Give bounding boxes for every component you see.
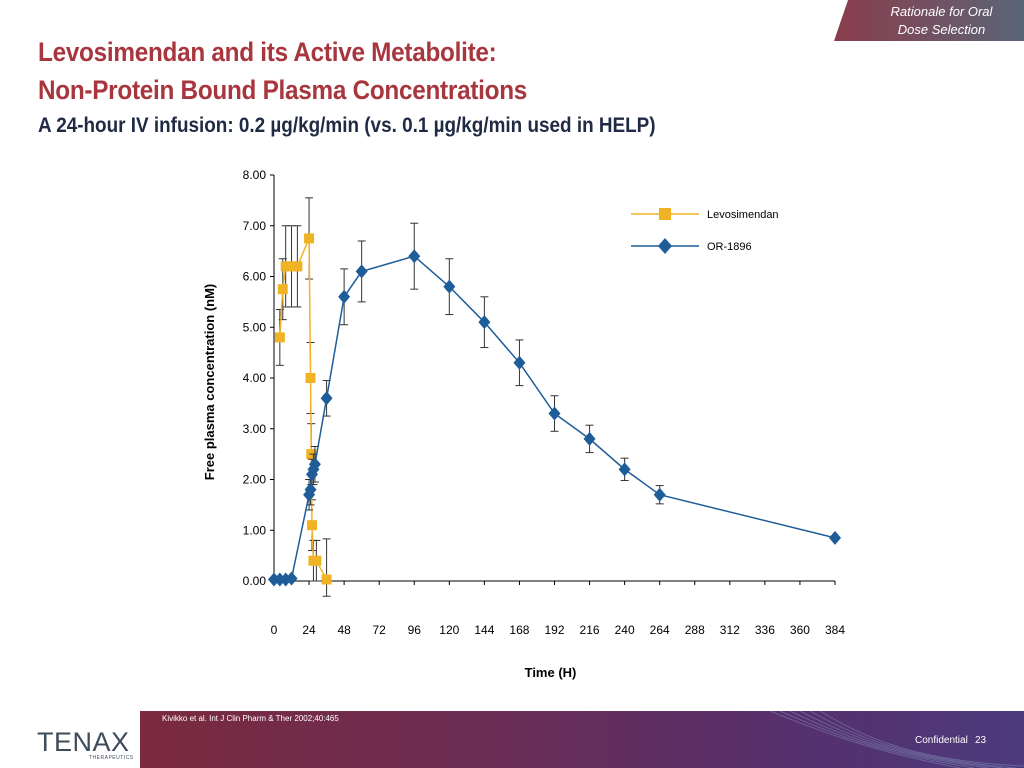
or-1896-point: [408, 249, 421, 264]
x-tick-label: 192: [544, 623, 564, 637]
or-1896-point: [285, 571, 298, 586]
y-tick-label: 1.00: [243, 523, 267, 537]
y-axis-title: Free plasma concentration (nM): [202, 284, 217, 480]
x-tick-label: 96: [408, 623, 422, 637]
citation: Kivikko et al. Int J Clin Pharm & Ther 2…: [162, 714, 339, 723]
logo-subtitle: THERAPEUTICS: [89, 755, 134, 761]
x-tick-label: 216: [580, 623, 600, 637]
or-1896-point: [338, 289, 351, 304]
or-1896-point: [583, 431, 596, 446]
or-1896-point: [513, 355, 526, 370]
footer: Kivikko et al. Int J Clin Pharm & Ther 2…: [0, 711, 1024, 768]
levosimendan-point: [286, 261, 297, 272]
levosimendan-point: [274, 332, 285, 343]
or-1896-point: [618, 462, 631, 477]
levosimendan-point: [305, 373, 316, 383]
or-1896-point: [829, 530, 841, 545]
levosimendan-point: [321, 574, 332, 585]
or-1896-point: [443, 279, 456, 294]
section-tag: Rationale for Oral Dose Selection: [834, 0, 1024, 41]
x-tick-label: 120: [439, 623, 459, 637]
y-tick-label: 7.00: [243, 219, 267, 233]
levosimendan-point: [311, 555, 322, 566]
x-tick-label: 312: [720, 623, 740, 637]
x-tick-label: 24: [302, 623, 316, 637]
y-tick-label: 2.00: [243, 473, 267, 487]
logo-wordmark: TENAX: [37, 727, 130, 757]
or-1896-point: [320, 391, 333, 406]
section-tag-shape: [834, 0, 1024, 41]
section-tag-line1: Rationale for Oral: [890, 4, 993, 19]
x-axis-title: Time (H): [525, 665, 577, 680]
x-tick-label: 360: [790, 623, 810, 637]
y-tick-label: 6.00: [243, 270, 267, 284]
x-tick-label: 72: [373, 623, 387, 637]
or-1896-point: [548, 406, 561, 421]
y-tick-label: 8.00: [243, 168, 267, 182]
footer-swirl-graphic: [769, 711, 1024, 768]
x-tick-label: 336: [755, 623, 775, 637]
slide-title-line1: Levosimendan and its Active Metabolite:: [38, 37, 497, 67]
x-tick-label: 384: [825, 623, 845, 637]
or-1896-point: [308, 457, 321, 472]
levosimendan-point: [306, 520, 317, 531]
section-tag-line2: Dose Selection: [897, 22, 986, 37]
x-tick-label: 168: [509, 623, 529, 637]
levosimendan-point: [277, 284, 288, 295]
legend-marker-levosimendan: [659, 208, 671, 220]
levosimendan-point: [280, 261, 291, 272]
section-tag-text: Rationale for Oral Dose Selection: [864, 3, 1019, 39]
x-tick-label: 264: [650, 623, 670, 637]
x-tick-label: 240: [615, 623, 635, 637]
x-tick-label: 288: [685, 623, 705, 637]
levosimendan-point: [304, 233, 315, 244]
x-tick-label: 0: [271, 623, 278, 637]
confidential-label: Confidential: [915, 735, 968, 746]
y-tick-label: 0.00: [243, 574, 267, 588]
legend-label-levosimendan: Levosimendan: [707, 209, 779, 221]
y-tick-label: 4.00: [243, 371, 267, 385]
slide-title: Levosimendan and its Active Metabolite: …: [38, 33, 527, 109]
y-tick-label: 5.00: [243, 320, 267, 334]
or-1896-point: [478, 315, 491, 330]
footer-band: [140, 711, 1024, 768]
company-logo: TENAX THERAPEUTICS: [37, 727, 147, 761]
or-1896-point: [653, 487, 666, 502]
levosimendan-point: [292, 261, 303, 272]
page-number: 23: [975, 735, 987, 746]
x-tick-label: 144: [474, 623, 494, 637]
y-tick-label: 3.00: [243, 422, 267, 436]
concentration-chart: 0.00 1.00 2.00 3.00 4.00 5.00 6.00 7.00 8.00 0 24 4…: [202, 168, 845, 680]
slide-subtitle: A 24-hour IV infusion: 0.2 µg/kg/min (vs…: [38, 114, 656, 137]
x-tick-label: 48: [337, 623, 351, 637]
or-1896-point: [355, 264, 368, 279]
slide-title-line2: Non-Protein Bound Plasma Concentrations: [38, 75, 528, 105]
or-1896-point: [304, 482, 317, 497]
legend-label-or-1896: OR-1896: [707, 241, 752, 253]
legend-marker-or-1896: [658, 238, 672, 254]
